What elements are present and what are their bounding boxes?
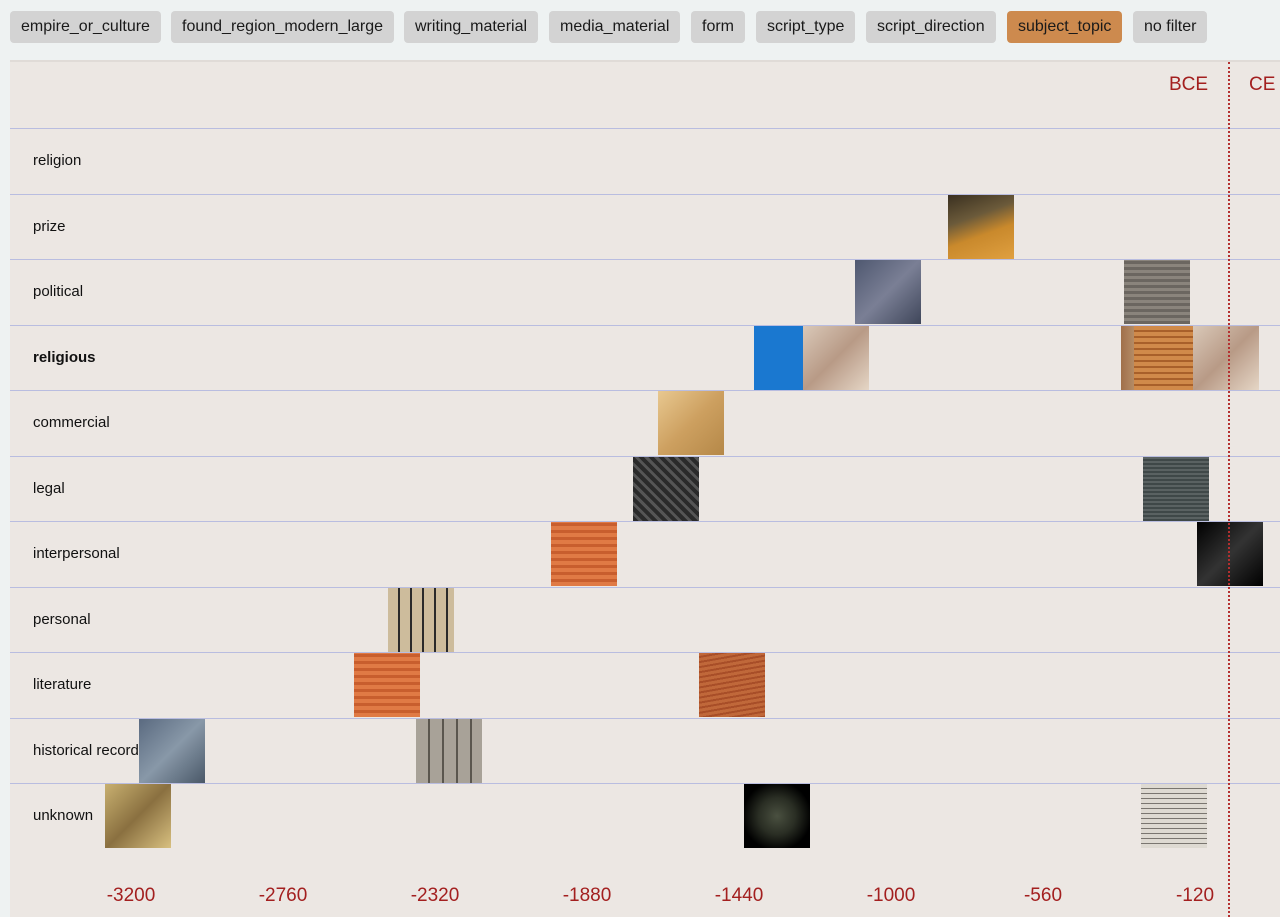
category-row: political [10,259,1280,324]
category-row: legal [10,455,1280,521]
artifact-thumbnail[interactable] [802,325,869,390]
artifact-thumbnail[interactable] [1193,325,1260,390]
category-label: literature [33,676,92,693]
axis-tick-label: -3200 [106,885,156,906]
category-label: interpersonal [33,545,120,562]
filter-button-script-direction[interactable]: script_direction [866,11,996,43]
filter-button-no-filter[interactable]: no filter [1133,11,1208,43]
category-label: historical record [33,741,139,759]
category-row: interpersonal [10,521,1280,586]
category-row: commercial [10,390,1280,455]
category-row: religious [10,324,1280,390]
axis-tick-label: -1880 [562,885,612,906]
filter-button-script-type[interactable]: script_type [756,11,856,43]
artifact-thumbnail[interactable] [1141,784,1208,848]
category-label: political [33,283,84,300]
axis-tick-label: -120 [1175,885,1215,906]
artifact-thumbnail[interactable] [947,194,1014,259]
category-row: personal [10,586,1280,652]
axis-tick-label: -560 [1023,885,1063,906]
artifact-thumbnail[interactable] [550,522,617,586]
artifact-thumbnail[interactable] [744,784,810,848]
timeline-chart[interactable]: BCE CE religion prize political religious co… [10,60,1280,917]
filter-button-writing-material[interactable]: writing_material [404,11,539,43]
artifact-thumbnail[interactable] [1143,456,1209,521]
axis-tick-label: -2760 [258,885,308,906]
bce-ce-divider [1228,62,1230,917]
artifact-thumbnail[interactable] [415,718,482,783]
ce-label: CE [1249,74,1276,95]
artifact-thumbnail[interactable] [633,456,700,521]
category-row: unknown [10,783,1280,848]
artifact-thumbnail[interactable] [699,653,766,717]
axis-tick-label: -1000 [866,885,916,906]
category-row: historical record [10,717,1280,783]
category-label: unknown [33,807,94,824]
artifact-thumbnail[interactable] [104,784,171,848]
artifact-thumbnail[interactable] [1124,260,1190,324]
filter-bar: empire_or_culture found_region_modern_la… [0,0,1280,56]
category-label: commercial [33,414,110,431]
artifact-thumbnail[interactable] [139,718,206,783]
filter-button-found-region-modern-large[interactable]: found_region_modern_large [171,11,395,43]
category-label: religion [33,152,82,169]
category-row: literature [10,652,1280,717]
axis-tick-label: -2320 [410,885,460,906]
bce-label: BCE [1169,74,1209,95]
category-label: prize [33,217,66,235]
filter-button-form[interactable]: form [691,11,745,43]
category-label: legal [33,479,65,497]
axis-tick-label: -1440 [714,885,764,906]
artifact-thumbnail[interactable] [657,391,724,455]
artifact-thumbnail[interactable] [388,587,455,652]
filter-button-subject-topic[interactable]: subject_topic [1007,11,1123,43]
artifact-thumbnail[interactable] [353,653,420,717]
filter-button-media-material[interactable]: media_material [549,11,681,43]
category-row: prize [10,193,1280,259]
category-row: religion [10,128,1280,193]
artifact-thumbnail[interactable] [854,260,921,324]
category-label: religious [33,348,96,366]
category-label: personal [33,610,91,628]
filter-button-empire-or-culture[interactable]: empire_or_culture [10,11,161,43]
